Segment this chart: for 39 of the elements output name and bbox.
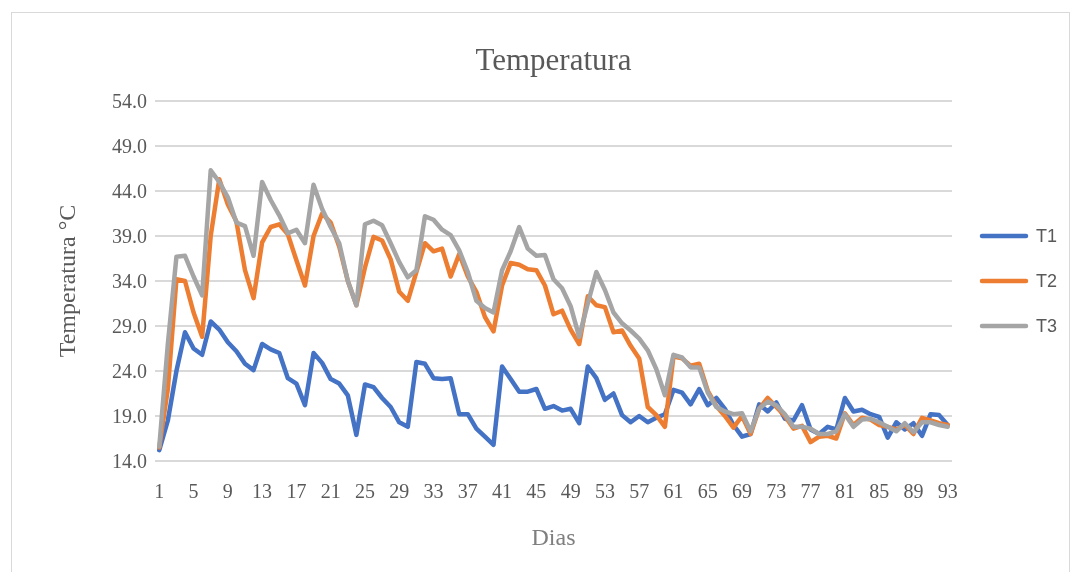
x-tick-label: 53 [594,480,615,502]
x-tick-label: 45 [526,480,547,502]
legend-label: T3 [1036,316,1058,337]
x-tick-label: 25 [354,480,375,502]
x-tick-label: 41 [492,480,513,502]
x-tick-label: 81 [834,480,855,502]
y-axis-title: Temperatura °C [54,204,80,358]
legend-label: T1 [1036,226,1058,247]
x-tick-label: 17 [286,480,307,502]
y-tick-label: 44.0 [112,180,147,202]
x-tick-label: 65 [697,480,718,502]
y-tick-label: 19.0 [112,405,147,427]
x-tick-label: 61 [663,480,684,502]
chart-title: Temperatura [475,42,632,77]
y-tick-label: 49.0 [112,135,147,157]
x-tick-label: 85 [869,480,890,502]
x-tick-label: 29 [389,480,410,502]
x-tick-label: 21 [320,480,341,502]
x-tick-label: 49 [560,480,581,502]
x-tick-label: 89 [903,480,924,502]
x-axis-title: Dias [531,524,576,550]
y-tick-label: 14.0 [112,450,147,472]
y-tick-label: 54.0 [112,90,147,112]
x-tick-label: 13 [252,480,273,502]
x-tick-label: 9 [222,480,233,502]
legend-label: T2 [1036,271,1058,292]
x-tick-label: 93 [937,480,958,502]
y-tick-label: 39.0 [112,225,147,247]
x-tick-label: 69 [732,480,753,502]
x-tick-label: 57 [629,480,650,502]
y-tick-label: 24.0 [112,360,147,382]
x-tick-label: 5 [188,480,199,502]
y-tick-label: 29.0 [112,315,147,337]
x-tick-label: 1 [154,480,165,502]
x-tick-label: 33 [423,480,444,502]
x-tick-label: 37 [457,480,478,502]
x-tick-label: 73 [766,480,787,502]
y-tick-label: 34.0 [112,270,147,292]
x-tick-label: 77 [800,480,821,502]
